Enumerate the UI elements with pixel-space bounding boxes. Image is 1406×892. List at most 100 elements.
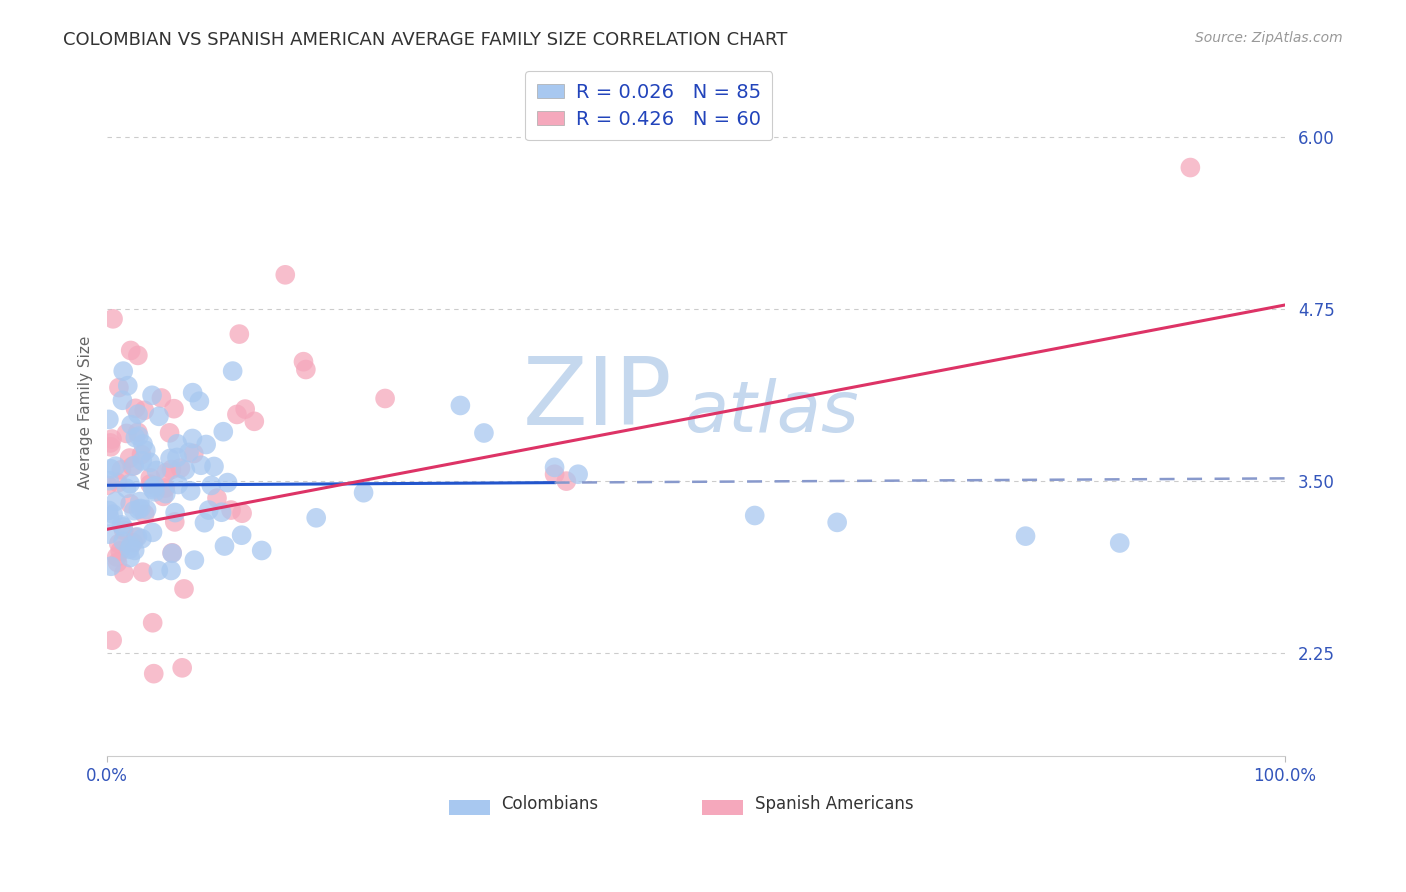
Point xyxy=(139,477,162,491)
Point xyxy=(200,478,222,492)
Point xyxy=(231,506,253,520)
Point xyxy=(132,565,155,579)
Text: Colombians: Colombians xyxy=(502,796,599,814)
Point xyxy=(193,516,215,530)
Point xyxy=(163,515,186,529)
Point xyxy=(155,466,177,480)
Point xyxy=(134,507,156,521)
Point xyxy=(124,431,146,445)
Point xyxy=(205,491,228,505)
Point xyxy=(101,432,124,446)
Point xyxy=(135,502,157,516)
Point xyxy=(226,408,249,422)
Point xyxy=(141,481,163,495)
Point xyxy=(145,463,167,477)
Point xyxy=(274,268,297,282)
Point xyxy=(165,506,187,520)
Point xyxy=(117,378,139,392)
Point xyxy=(122,504,145,518)
Point xyxy=(108,381,131,395)
Point xyxy=(124,401,146,416)
Point xyxy=(167,477,190,491)
Point xyxy=(155,486,177,500)
Point xyxy=(181,385,204,400)
Point xyxy=(139,455,162,469)
Text: Source: ZipAtlas.com: Source: ZipAtlas.com xyxy=(1195,31,1343,45)
Point xyxy=(183,446,205,460)
Point xyxy=(120,417,142,432)
Point xyxy=(174,463,197,477)
Point xyxy=(543,460,565,475)
Point xyxy=(353,485,375,500)
Point xyxy=(217,475,239,490)
Point xyxy=(101,507,124,521)
Point xyxy=(118,542,141,557)
Point xyxy=(121,459,143,474)
Point xyxy=(1180,161,1202,175)
Point xyxy=(173,582,195,596)
Point xyxy=(104,494,127,508)
Point xyxy=(129,501,152,516)
Point xyxy=(120,539,142,553)
Point xyxy=(190,458,212,473)
Point xyxy=(134,403,156,417)
Point xyxy=(107,475,129,490)
Point xyxy=(127,407,149,421)
Point xyxy=(129,494,152,508)
Point xyxy=(112,364,135,378)
Text: ZIP: ZIP xyxy=(523,352,672,444)
Point xyxy=(122,458,145,473)
Text: Spanish Americans: Spanish Americans xyxy=(755,796,914,814)
Point xyxy=(228,327,250,342)
Point xyxy=(142,483,165,497)
Point xyxy=(115,426,138,441)
Point xyxy=(127,530,149,544)
Point xyxy=(472,425,495,440)
Point xyxy=(143,479,166,493)
Point xyxy=(98,436,121,450)
Point xyxy=(120,476,142,491)
Point xyxy=(110,463,132,477)
Point xyxy=(131,532,153,546)
Point xyxy=(111,393,134,408)
Point xyxy=(150,391,173,405)
Point xyxy=(97,412,120,426)
Point xyxy=(127,425,149,440)
Point xyxy=(120,497,142,511)
Point xyxy=(128,429,150,443)
Y-axis label: Average Family Size: Average Family Size xyxy=(79,335,93,489)
Point xyxy=(141,525,163,540)
Point xyxy=(139,471,162,485)
Point xyxy=(159,451,181,466)
Point xyxy=(212,425,235,439)
Point xyxy=(125,530,148,544)
Point xyxy=(160,564,183,578)
Point xyxy=(374,392,396,406)
Point xyxy=(124,543,146,558)
Point xyxy=(107,536,129,550)
Point xyxy=(105,549,128,564)
Point xyxy=(112,566,135,581)
Point xyxy=(169,461,191,475)
Point xyxy=(177,445,200,459)
Point xyxy=(132,437,155,451)
Point xyxy=(166,437,188,451)
Point xyxy=(825,516,848,530)
Point xyxy=(112,534,135,549)
FancyBboxPatch shape xyxy=(449,799,489,814)
Point xyxy=(97,503,120,517)
Point xyxy=(567,467,589,482)
Point xyxy=(180,483,202,498)
Point xyxy=(160,546,183,560)
Point xyxy=(219,503,242,517)
Point xyxy=(543,467,565,482)
Point xyxy=(100,461,122,475)
Point xyxy=(110,517,132,532)
Point xyxy=(152,489,174,503)
Point xyxy=(166,450,188,465)
Point xyxy=(243,414,266,428)
Point xyxy=(100,440,122,454)
Point xyxy=(104,459,127,474)
Point xyxy=(148,564,170,578)
Point xyxy=(163,401,186,416)
